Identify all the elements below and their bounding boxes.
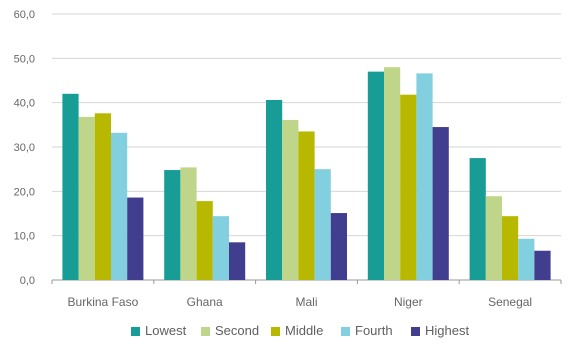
- bar: [94, 113, 111, 280]
- legend-swatch: [201, 327, 210, 336]
- bar: [502, 216, 519, 280]
- bar: [534, 250, 551, 280]
- bar: [485, 196, 502, 280]
- bar: [164, 170, 181, 280]
- bar: [518, 238, 535, 280]
- y-tick-label: 10,0: [14, 231, 35, 243]
- bar: [266, 100, 283, 280]
- legend-swatch: [271, 327, 280, 336]
- bar: [196, 201, 213, 280]
- bar: [314, 169, 331, 280]
- bar: [384, 67, 401, 280]
- bar: [78, 116, 95, 280]
- bar: [127, 197, 144, 280]
- bar: [400, 94, 417, 280]
- bar: [282, 119, 299, 280]
- bar: [229, 242, 246, 280]
- y-tick-label: 30,0: [14, 142, 35, 154]
- bar: [432, 127, 449, 280]
- legend-swatch: [131, 327, 140, 336]
- bar: [212, 216, 229, 280]
- legend-swatch: [411, 327, 420, 336]
- x-category-label: Niger: [394, 295, 423, 309]
- y-tick-label: 50,0: [14, 53, 35, 65]
- x-category-label: Ghana: [187, 295, 223, 309]
- bar: [367, 71, 384, 280]
- bar: [180, 167, 197, 280]
- legend-label: Highest: [425, 323, 469, 338]
- legend-swatch: [341, 327, 350, 336]
- x-category-label: Senegal: [488, 295, 532, 309]
- x-category-label: Mali: [295, 295, 317, 309]
- x-axis-labels: Burkina Faso Ghana Mali Niger Senegal: [68, 295, 533, 309]
- y-axis-ticks: 0,0 10,0 20,0 30,0 40,0 50,0 60,0: [14, 9, 35, 287]
- legend: Lowest Second Middle Fourth Highest: [131, 323, 469, 338]
- y-tick-label: 40,0: [14, 98, 35, 110]
- legend-label: Lowest: [145, 323, 187, 338]
- legend-label: Second: [215, 323, 259, 338]
- bar: [469, 158, 486, 280]
- legend-label: Middle: [285, 323, 323, 338]
- y-tick-label: 20,0: [14, 186, 35, 198]
- bars: [62, 67, 551, 280]
- bar: [416, 73, 433, 280]
- bar: [298, 131, 315, 280]
- bar: [62, 93, 79, 280]
- y-tick-label: 0,0: [20, 275, 35, 287]
- bar: [111, 132, 128, 280]
- y-tick-label: 60,0: [14, 9, 35, 21]
- legend-label: Fourth: [355, 323, 393, 338]
- x-category-label: Burkina Faso: [68, 295, 139, 309]
- bar: [330, 213, 347, 280]
